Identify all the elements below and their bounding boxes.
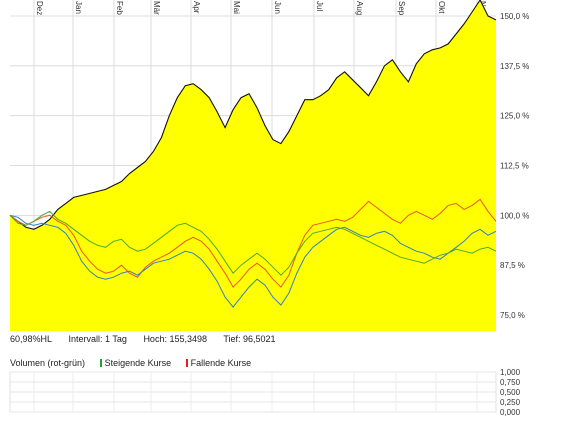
volume-legend: Volumen (rot-grün) Steigende Kurse Falle… xyxy=(10,358,263,368)
stats-row: 60,98%HL Intervall: 1 Tag Hoch: 155,3498… xyxy=(10,334,290,344)
x-tick-label: Jun xyxy=(273,1,282,14)
interval-label: Intervall: 1 Tag xyxy=(68,334,127,344)
x-tick-label: Sep xyxy=(397,1,406,16)
legend-falling: Fallende Kurse xyxy=(185,358,252,368)
series-line-1 xyxy=(9,198,497,288)
x-tick-label: Jul xyxy=(315,1,324,11)
series-line-2 xyxy=(9,214,497,308)
series-line-0 xyxy=(9,0,497,230)
y-tick-label: 100,0 % xyxy=(500,211,529,220)
volume-tick-label: 1,000 xyxy=(500,368,521,377)
falling-swatch xyxy=(185,359,188,367)
performance-value: 60,98%HL xyxy=(10,334,53,344)
y-tick-label: 150,0 % xyxy=(500,12,529,21)
legend-falling-label: Fallende Kurse xyxy=(190,358,252,368)
x-tick-label: Dez xyxy=(35,1,44,15)
y-tick-label: 112,5 % xyxy=(500,162,529,171)
series-line-3 xyxy=(9,210,497,276)
legend-rising-label: Steigende Kurse xyxy=(104,358,172,368)
volume-tick-label: 0,000 xyxy=(500,408,521,417)
x-tick-label: Jan xyxy=(74,1,83,14)
y-tick-label: 137,5 % xyxy=(500,62,529,71)
x-tick-label: Feb xyxy=(115,1,124,15)
y-tick-label: 125,0 % xyxy=(500,112,529,121)
y-tick-label: 87,5 % xyxy=(500,261,525,270)
x-tick-label: Aug xyxy=(355,1,364,15)
high-value: Hoch: 155,3498 xyxy=(143,334,207,344)
legend-rising: Steigende Kurse xyxy=(99,358,174,368)
volume-tick-label: 0,750 xyxy=(500,378,521,387)
rising-swatch xyxy=(99,359,102,367)
y-tick-label: 75,0 % xyxy=(500,311,525,320)
x-tick-label: Okt xyxy=(437,1,446,14)
volume-title: Volumen (rot-grün) xyxy=(10,358,86,368)
volume-tick-label: 0,500 xyxy=(500,388,521,397)
x-tick-label: Mär xyxy=(152,1,161,15)
x-tick-label: Apr xyxy=(192,1,201,14)
low-value: Tief: 96,5021 xyxy=(223,334,276,344)
volume-tick-label: 0,250 xyxy=(500,398,521,407)
x-tick-label: Mai xyxy=(232,1,241,14)
